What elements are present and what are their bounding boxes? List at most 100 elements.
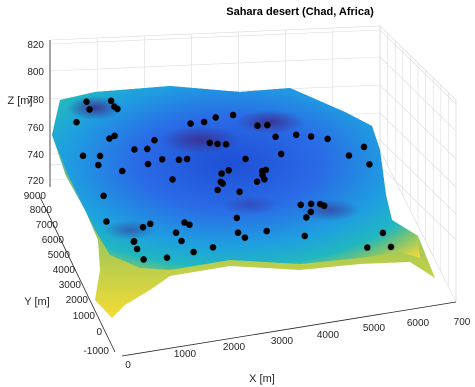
- sample-point: [214, 186, 221, 194]
- y-tick-label: 6000: [42, 235, 65, 246]
- sample-point: [209, 244, 217, 251]
- sample-point: [366, 161, 373, 168]
- y-tick-label: 3000: [59, 280, 82, 291]
- sample-point: [147, 220, 154, 228]
- sample-point: [169, 176, 176, 183]
- sample-point: [178, 237, 185, 245]
- sample-point: [307, 208, 315, 216]
- sample-point: [253, 178, 261, 185]
- gridline: [49, 29, 381, 45]
- y-tick-label: 9000: [24, 191, 47, 202]
- sample-point: [217, 178, 224, 186]
- sample-point: [140, 256, 147, 263]
- sample-point: [163, 254, 171, 261]
- sample-point: [301, 232, 309, 240]
- x-tick-label: 5000: [363, 323, 386, 334]
- sample-point: [133, 245, 141, 253]
- sample-point: [261, 176, 268, 183]
- sample-point: [233, 214, 241, 222]
- sample-point: [144, 160, 152, 168]
- sample-point: [316, 200, 324, 208]
- sample-point: [206, 139, 214, 147]
- chart-title: Sahara desert (Chad, Africa): [226, 6, 374, 18]
- sample-point: [181, 219, 188, 226]
- z-tick-labels: 720 740 760 780 800 820: [27, 40, 44, 187]
- z-tick-label: 720: [27, 176, 44, 187]
- sample-point: [190, 248, 197, 256]
- sample-point: [263, 227, 271, 235]
- sample-point: [103, 218, 110, 225]
- y-tick-label: -1000: [83, 346, 109, 357]
- sample-point: [96, 152, 104, 160]
- sample-point: [225, 167, 232, 174]
- sample-point: [297, 201, 305, 209]
- sample-points: [73, 97, 395, 263]
- z-axis-label: Z [m]: [7, 95, 32, 107]
- sample-point: [172, 229, 180, 236]
- z-tick-label: 820: [27, 40, 44, 51]
- x-tick-label: 4000: [317, 330, 340, 341]
- z-tick-label: 780: [27, 95, 44, 106]
- sample-point: [364, 244, 371, 251]
- sample-point: [111, 132, 118, 140]
- x-tick-label: 0: [125, 360, 131, 371]
- sample-point: [139, 223, 147, 231]
- z-tick-label: 760: [27, 123, 44, 134]
- sample-point: [106, 135, 113, 142]
- sample-point: [387, 243, 395, 251]
- sample-point: [262, 166, 270, 174]
- sample-point: [86, 106, 93, 113]
- sample-point: [307, 133, 315, 140]
- sample-point: [277, 150, 285, 158]
- x-tick-label: 700: [454, 317, 471, 328]
- sample-point: [272, 133, 279, 141]
- sample-point: [79, 152, 87, 160]
- y-tick-label: 7000: [36, 220, 59, 231]
- sample-point: [187, 120, 194, 127]
- sample-point: [95, 161, 102, 169]
- sample-point: [242, 155, 249, 163]
- sample-point: [303, 214, 310, 221]
- sample-point: [234, 229, 242, 236]
- x-tick-label: 6000: [407, 318, 430, 329]
- sample-point: [144, 145, 151, 153]
- sample-point: [214, 140, 221, 148]
- y-tick-label: 8000: [30, 205, 53, 216]
- sample-point: [229, 111, 237, 119]
- sample-point: [111, 103, 118, 110]
- x-tick-label: 1000: [174, 349, 197, 360]
- sample-point: [118, 167, 126, 175]
- sample-point: [324, 135, 331, 143]
- x-tick-label: 3000: [271, 336, 294, 347]
- sample-point: [183, 155, 191, 163]
- sample-point: [131, 146, 138, 153]
- sample-point: [175, 156, 183, 164]
- sample-point: [212, 114, 219, 121]
- sample-point: [254, 122, 261, 129]
- x-tick-labels: 0 1000 2000 3000 4000 5000 6000 700: [125, 317, 471, 371]
- gridline: [49, 56, 381, 72]
- sample-point: [236, 188, 243, 196]
- sample-point: [83, 98, 90, 105]
- y-tick-label: 0: [96, 327, 102, 338]
- sample-point: [218, 170, 225, 177]
- sample-point: [360, 143, 368, 151]
- y-tick-label: 1000: [73, 311, 96, 322]
- y-tick-labels: -1000 0 1000 2000 3000 4000 5000 6000 70…: [24, 191, 110, 357]
- sample-point: [379, 229, 387, 237]
- sample-point: [200, 118, 208, 126]
- y-tick-label: 5000: [48, 250, 71, 261]
- sample-point: [107, 97, 115, 105]
- sample-point: [186, 221, 193, 229]
- sample-point: [292, 131, 300, 139]
- sample-point: [264, 121, 271, 129]
- y-tick-label: 4000: [53, 265, 76, 276]
- sample-point: [307, 200, 315, 208]
- y-tick-label: 2000: [66, 295, 89, 306]
- z-tick-label: 740: [27, 150, 44, 161]
- y-axis-label: Y [m]: [24, 296, 49, 308]
- sample-point: [345, 152, 353, 159]
- axes-front-lines: [39, 40, 457, 357]
